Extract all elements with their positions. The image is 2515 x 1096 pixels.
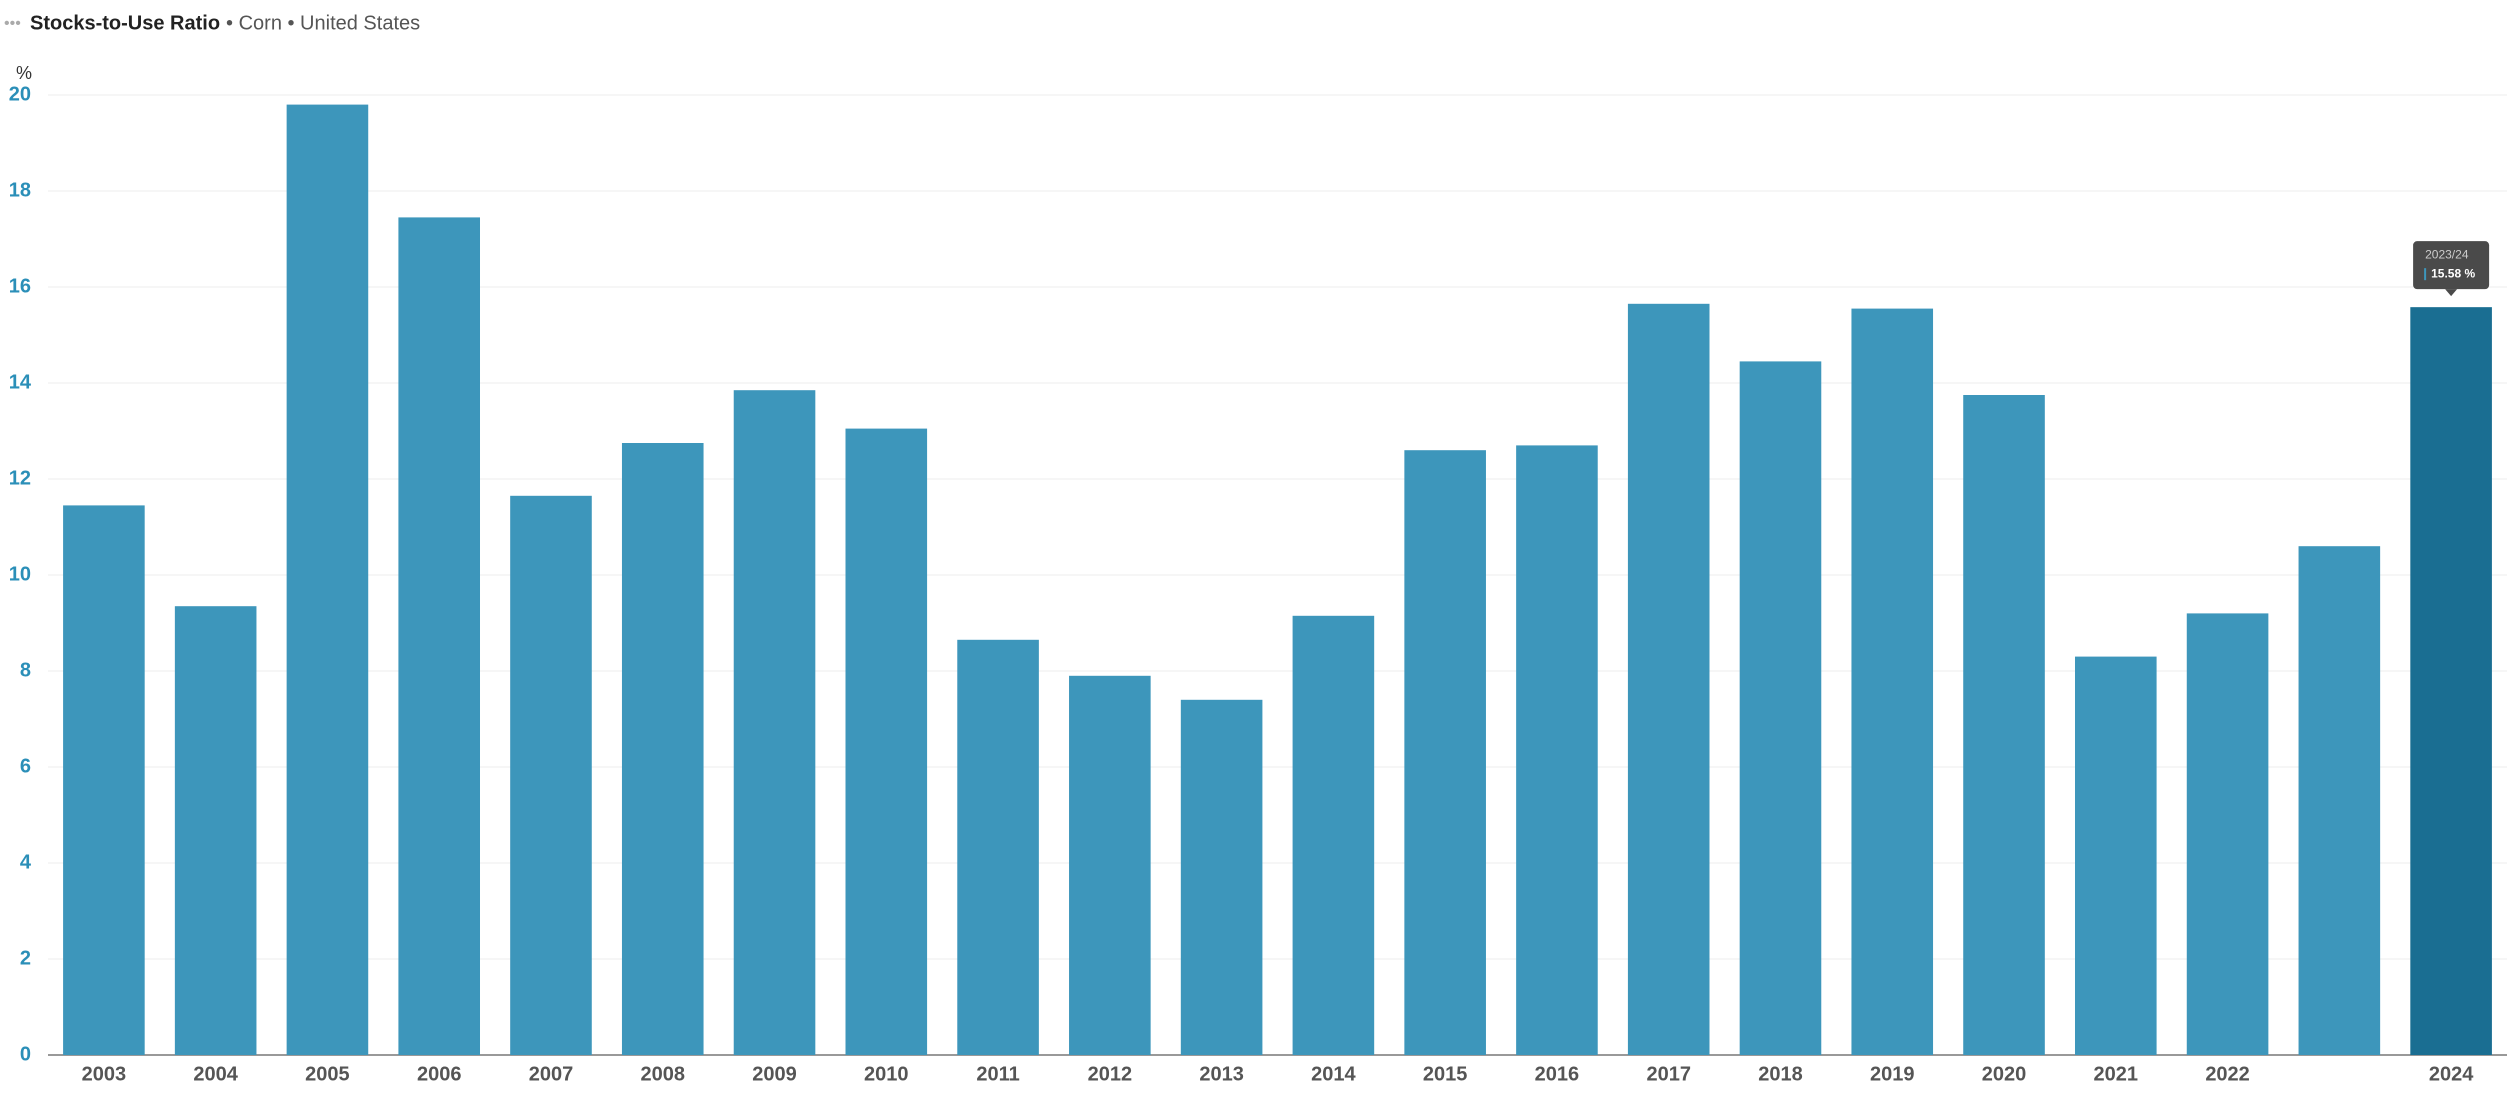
bar xyxy=(1851,308,1934,1056)
x-tick-label: 2003 xyxy=(82,1063,127,1085)
bar xyxy=(174,606,257,1055)
bar xyxy=(1963,395,2045,1055)
x-tick-label: 2005 xyxy=(305,1063,350,1085)
x-tick-label: 2009 xyxy=(752,1063,797,1085)
x-tick-label: 2022 xyxy=(2205,1063,2250,1085)
tooltip-swatch xyxy=(2424,268,2427,281)
y-tick-label: 2 xyxy=(20,947,31,969)
chart-title: Stocks-to-Use Ratio xyxy=(30,12,220,34)
menu-dots[interactable]: ••• xyxy=(4,15,21,32)
bar xyxy=(1180,699,1263,1055)
x-tick-label: 2015 xyxy=(1423,1063,1468,1085)
bar xyxy=(510,495,592,1055)
bar xyxy=(1739,361,1822,1055)
x-tick-label: 2024 xyxy=(2429,1063,2474,1085)
tooltip-text: 15.58 % xyxy=(2431,266,2475,280)
bar xyxy=(1404,450,1486,1055)
y-tick-label: 0 xyxy=(20,1043,31,1065)
bar xyxy=(845,428,928,1056)
bar xyxy=(1292,615,1375,1055)
y-tick-label: 10 xyxy=(9,563,31,585)
y-tick-label: 20 xyxy=(9,83,31,105)
x-tick-label: 2019 xyxy=(1870,1063,1915,1085)
bar xyxy=(2410,307,2492,1055)
y-tick-label: 4 xyxy=(20,851,32,873)
y-tick-label: 18 xyxy=(9,179,31,201)
x-tick-label: 2020 xyxy=(1982,1063,2027,1085)
chart-subtitle: • Corn • United States xyxy=(226,12,420,34)
x-tick-label: 2010 xyxy=(864,1063,909,1085)
y-tick-label: 6 xyxy=(20,755,31,777)
tooltip-box xyxy=(2413,241,2490,290)
x-tick-label: 2004 xyxy=(193,1063,238,1085)
x-tick-label: 2018 xyxy=(1758,1063,1803,1085)
y-tick-label: 14 xyxy=(9,371,32,393)
bar xyxy=(286,104,369,1056)
y-tick-label: 12 xyxy=(9,467,31,489)
bar xyxy=(621,443,704,1055)
x-tick-label: 2014 xyxy=(1311,1063,1356,1085)
y-tick-label: 8 xyxy=(20,659,31,681)
bar xyxy=(1627,303,1710,1055)
bar xyxy=(398,217,481,1055)
tooltip-title: 2023/24 xyxy=(2425,247,2469,261)
x-tick-label: 2012 xyxy=(1088,1063,1133,1085)
y-tick-label: 16 xyxy=(9,275,31,297)
x-tick-label: 2007 xyxy=(529,1063,574,1085)
bar xyxy=(1069,675,1151,1055)
x-tick-label: 2021 xyxy=(2094,1063,2139,1085)
y-unit: % xyxy=(16,63,32,83)
x-tick-label: 2008 xyxy=(641,1063,686,1085)
bar xyxy=(2074,656,2157,1055)
bar xyxy=(733,390,816,1055)
x-tick-label: 2016 xyxy=(1535,1063,1580,1085)
tooltip: 2023/24 15.58 % xyxy=(2413,241,2490,297)
bar xyxy=(957,639,1039,1055)
bar xyxy=(63,505,145,1055)
bar xyxy=(1516,445,1598,1055)
x-tick-label: 2017 xyxy=(1646,1063,1691,1085)
x-tick-label: 2013 xyxy=(1199,1063,1244,1085)
bar xyxy=(2298,546,2381,1055)
bar xyxy=(2186,613,2269,1055)
x-tick-label: 2006 xyxy=(417,1063,462,1085)
tooltip-arrow xyxy=(2445,289,2458,297)
x-tick-label: 2011 xyxy=(976,1063,1019,1085)
